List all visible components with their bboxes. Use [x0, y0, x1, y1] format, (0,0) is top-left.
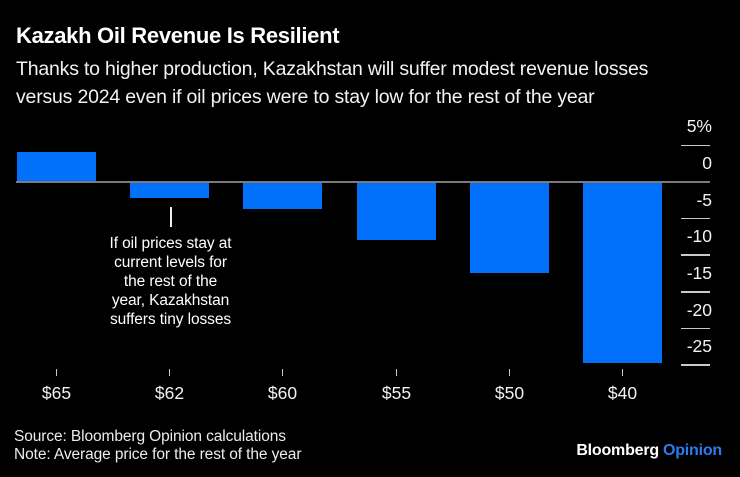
x-tick	[621, 369, 624, 376]
x-tick	[395, 369, 398, 376]
annotation-pointer-line	[170, 207, 172, 227]
x-tick-label: $60	[267, 383, 298, 403]
footer-notes: Source: Bloomberg Opinion calculations N…	[14, 428, 302, 464]
note-line: Note: Average price for the rest of the …	[14, 446, 302, 463]
y-tick-label: 5%	[686, 116, 712, 137]
y-tick-label: 0	[702, 152, 712, 173]
x-tick-label: $62	[154, 383, 185, 403]
y-gridline-dash	[681, 254, 710, 256]
y-tick-label: -5	[696, 189, 712, 210]
bar	[583, 183, 662, 364]
y-gridline-dash	[681, 327, 710, 330]
y-tick-label: -20	[686, 299, 712, 320]
logo-bloomberg: Bloomberg	[576, 442, 659, 459]
chart-subtitle: Thanks to higher production, Kazakhstan …	[16, 58, 649, 108]
y-gridline-dash	[681, 364, 710, 366]
bar	[470, 183, 549, 274]
chart-title: Kazakh Oil Revenue Is Resilient	[16, 23, 340, 48]
x-tick-label: $40	[607, 383, 638, 403]
x-tick-label: $55	[381, 383, 412, 403]
x-tick-label: $50	[494, 383, 525, 403]
zero-gridline	[16, 181, 710, 183]
bar	[17, 152, 96, 181]
x-tick	[168, 369, 171, 376]
y-tick-label: -15	[686, 262, 712, 283]
y-gridline-dash	[681, 217, 710, 220]
y-gridline-dash	[681, 291, 710, 293]
x-tick	[508, 369, 511, 376]
annotation-text: If oil prices stay at current levels for…	[109, 235, 232, 328]
bar	[130, 183, 209, 199]
source-line: Source: Bloomberg Opinion calculations	[14, 428, 286, 445]
x-tick	[55, 369, 58, 376]
bloomberg-opinion-logo: Bloomberg Opinion	[576, 443, 722, 459]
y-gridline-dash	[681, 144, 710, 146]
bar	[357, 183, 436, 241]
x-tick-label: $65	[41, 383, 72, 403]
y-tick-label: -10	[686, 226, 712, 247]
y-tick-label: -25	[686, 336, 712, 357]
x-tick	[281, 369, 284, 376]
bar	[243, 183, 322, 209]
logo-opinion: Opinion	[662, 442, 722, 459]
